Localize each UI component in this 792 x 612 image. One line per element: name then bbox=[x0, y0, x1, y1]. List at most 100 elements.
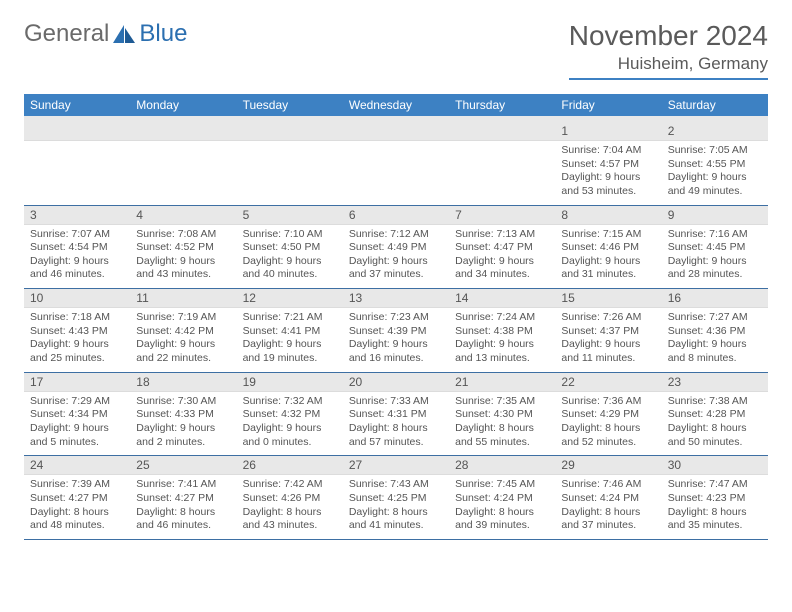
day-header: Tuesday bbox=[237, 94, 343, 116]
day-details-empty bbox=[130, 141, 236, 197]
month-title: November 2024 bbox=[569, 20, 768, 52]
day-details: Sunrise: 7:35 AMSunset: 4:30 PMDaylight:… bbox=[449, 392, 555, 456]
sunset-text: Sunset: 4:46 PM bbox=[561, 241, 655, 255]
day-details: Sunrise: 7:10 AMSunset: 4:50 PMDaylight:… bbox=[237, 225, 343, 289]
sunset-text: Sunset: 4:23 PM bbox=[668, 492, 762, 506]
day-number: 9 bbox=[662, 206, 768, 225]
daylight-text: Daylight: 9 hours and 8 minutes. bbox=[668, 338, 762, 365]
calendar-cell: 18Sunrise: 7:30 AMSunset: 4:33 PMDayligh… bbox=[130, 372, 236, 456]
day-details: Sunrise: 7:41 AMSunset: 4:27 PMDaylight:… bbox=[130, 475, 236, 539]
calendar-cell: 30Sunrise: 7:47 AMSunset: 4:23 PMDayligh… bbox=[662, 456, 768, 540]
daylight-text: Daylight: 8 hours and 52 minutes. bbox=[561, 422, 655, 449]
daylight-text: Daylight: 8 hours and 57 minutes. bbox=[349, 422, 443, 449]
day-details: Sunrise: 7:30 AMSunset: 4:33 PMDaylight:… bbox=[130, 392, 236, 456]
day-details-empty bbox=[449, 141, 555, 197]
daylight-text: Daylight: 9 hours and 25 minutes. bbox=[30, 338, 124, 365]
calendar-table: Sunday Monday Tuesday Wednesday Thursday… bbox=[24, 94, 768, 540]
calendar-cell: 27Sunrise: 7:43 AMSunset: 4:25 PMDayligh… bbox=[343, 456, 449, 540]
daylight-text: Daylight: 9 hours and 0 minutes. bbox=[243, 422, 337, 449]
daylight-text: Daylight: 9 hours and 43 minutes. bbox=[136, 255, 230, 282]
daylight-text: Daylight: 9 hours and 28 minutes. bbox=[668, 255, 762, 282]
sunset-text: Sunset: 4:45 PM bbox=[668, 241, 762, 255]
daylight-text: Daylight: 8 hours and 55 minutes. bbox=[455, 422, 549, 449]
logo-text-general: General bbox=[24, 20, 109, 48]
day-details: Sunrise: 7:13 AMSunset: 4:47 PMDaylight:… bbox=[449, 225, 555, 289]
sunrise-text: Sunrise: 7:35 AM bbox=[455, 395, 549, 409]
calendar-cell: 25Sunrise: 7:41 AMSunset: 4:27 PMDayligh… bbox=[130, 456, 236, 540]
sunrise-text: Sunrise: 7:42 AM bbox=[243, 478, 337, 492]
calendar-cell: 20Sunrise: 7:33 AMSunset: 4:31 PMDayligh… bbox=[343, 372, 449, 456]
day-details: Sunrise: 7:08 AMSunset: 4:52 PMDaylight:… bbox=[130, 225, 236, 289]
sunset-text: Sunset: 4:27 PM bbox=[30, 492, 124, 506]
daylight-text: Daylight: 9 hours and 31 minutes. bbox=[561, 255, 655, 282]
day-details: Sunrise: 7:24 AMSunset: 4:38 PMDaylight:… bbox=[449, 308, 555, 372]
day-details: Sunrise: 7:19 AMSunset: 4:42 PMDaylight:… bbox=[130, 308, 236, 372]
day-header: Wednesday bbox=[343, 94, 449, 116]
day-details: Sunrise: 7:16 AMSunset: 4:45 PMDaylight:… bbox=[662, 225, 768, 289]
day-number: 26 bbox=[237, 456, 343, 475]
day-number-empty bbox=[237, 122, 343, 141]
sunset-text: Sunset: 4:39 PM bbox=[349, 325, 443, 339]
sunset-text: Sunset: 4:24 PM bbox=[561, 492, 655, 506]
day-number: 7 bbox=[449, 206, 555, 225]
daylight-text: Daylight: 9 hours and 40 minutes. bbox=[243, 255, 337, 282]
calendar-cell: 24Sunrise: 7:39 AMSunset: 4:27 PMDayligh… bbox=[24, 456, 130, 540]
day-details-empty bbox=[237, 141, 343, 197]
calendar-cell: 12Sunrise: 7:21 AMSunset: 4:41 PMDayligh… bbox=[237, 289, 343, 373]
day-number: 5 bbox=[237, 206, 343, 225]
location: Huisheim, Germany bbox=[569, 54, 768, 80]
calendar-cell bbox=[449, 122, 555, 205]
day-number: 25 bbox=[130, 456, 236, 475]
calendar-week-row: 10Sunrise: 7:18 AMSunset: 4:43 PMDayligh… bbox=[24, 289, 768, 373]
sunset-text: Sunset: 4:42 PM bbox=[136, 325, 230, 339]
sunset-text: Sunset: 4:32 PM bbox=[243, 408, 337, 422]
sunset-text: Sunset: 4:37 PM bbox=[561, 325, 655, 339]
day-number: 28 bbox=[449, 456, 555, 475]
calendar-cell: 11Sunrise: 7:19 AMSunset: 4:42 PMDayligh… bbox=[130, 289, 236, 373]
calendar-cell: 9Sunrise: 7:16 AMSunset: 4:45 PMDaylight… bbox=[662, 205, 768, 289]
sunrise-text: Sunrise: 7:43 AM bbox=[349, 478, 443, 492]
title-block: November 2024 Huisheim, Germany bbox=[569, 20, 768, 80]
day-number: 22 bbox=[555, 373, 661, 392]
daylight-text: Daylight: 9 hours and 49 minutes. bbox=[668, 171, 762, 198]
daylight-text: Daylight: 9 hours and 34 minutes. bbox=[455, 255, 549, 282]
sunset-text: Sunset: 4:29 PM bbox=[561, 408, 655, 422]
sunrise-text: Sunrise: 7:16 AM bbox=[668, 228, 762, 242]
daylight-text: Daylight: 9 hours and 46 minutes. bbox=[30, 255, 124, 282]
calendar-cell: 28Sunrise: 7:45 AMSunset: 4:24 PMDayligh… bbox=[449, 456, 555, 540]
sunrise-text: Sunrise: 7:21 AM bbox=[243, 311, 337, 325]
sunset-text: Sunset: 4:36 PM bbox=[668, 325, 762, 339]
day-number-empty bbox=[24, 122, 130, 141]
calendar-cell: 16Sunrise: 7:27 AMSunset: 4:36 PMDayligh… bbox=[662, 289, 768, 373]
day-number: 1 bbox=[555, 122, 661, 141]
sunrise-text: Sunrise: 7:38 AM bbox=[668, 395, 762, 409]
day-number: 18 bbox=[130, 373, 236, 392]
day-number-empty bbox=[130, 122, 236, 141]
sunrise-text: Sunrise: 7:41 AM bbox=[136, 478, 230, 492]
calendar-cell: 21Sunrise: 7:35 AMSunset: 4:30 PMDayligh… bbox=[449, 372, 555, 456]
calendar-cell: 3Sunrise: 7:07 AMSunset: 4:54 PMDaylight… bbox=[24, 205, 130, 289]
calendar-cell bbox=[24, 122, 130, 205]
sunset-text: Sunset: 4:54 PM bbox=[30, 241, 124, 255]
sunset-text: Sunset: 4:49 PM bbox=[349, 241, 443, 255]
daylight-text: Daylight: 9 hours and 16 minutes. bbox=[349, 338, 443, 365]
sunrise-text: Sunrise: 7:23 AM bbox=[349, 311, 443, 325]
calendar-cell: 14Sunrise: 7:24 AMSunset: 4:38 PMDayligh… bbox=[449, 289, 555, 373]
day-details: Sunrise: 7:29 AMSunset: 4:34 PMDaylight:… bbox=[24, 392, 130, 456]
sunset-text: Sunset: 4:27 PM bbox=[136, 492, 230, 506]
day-details-empty bbox=[24, 141, 130, 197]
day-header: Friday bbox=[555, 94, 661, 116]
sunset-text: Sunset: 4:31 PM bbox=[349, 408, 443, 422]
calendar-cell: 2Sunrise: 7:05 AMSunset: 4:55 PMDaylight… bbox=[662, 122, 768, 205]
day-number: 19 bbox=[237, 373, 343, 392]
sunrise-text: Sunrise: 7:33 AM bbox=[349, 395, 443, 409]
day-number: 23 bbox=[662, 373, 768, 392]
daylight-text: Daylight: 9 hours and 2 minutes. bbox=[136, 422, 230, 449]
calendar-cell: 15Sunrise: 7:26 AMSunset: 4:37 PMDayligh… bbox=[555, 289, 661, 373]
sunrise-text: Sunrise: 7:04 AM bbox=[561, 144, 655, 158]
day-details: Sunrise: 7:46 AMSunset: 4:24 PMDaylight:… bbox=[555, 475, 661, 539]
day-details: Sunrise: 7:21 AMSunset: 4:41 PMDaylight:… bbox=[237, 308, 343, 372]
day-details: Sunrise: 7:32 AMSunset: 4:32 PMDaylight:… bbox=[237, 392, 343, 456]
sunset-text: Sunset: 4:52 PM bbox=[136, 241, 230, 255]
day-number: 21 bbox=[449, 373, 555, 392]
